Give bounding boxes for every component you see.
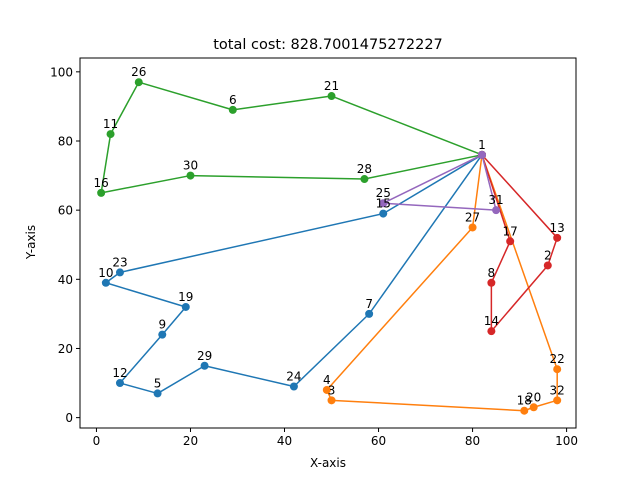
route-point-10 [101,278,110,287]
point-label-3: 3 [328,383,336,397]
x-tick-label: 100 [555,434,578,448]
route-line-1 [105,154,483,395]
route-point-7 [365,309,374,318]
x-tick-label: 20 [183,434,198,448]
route-point-20 [529,403,538,412]
route-point-8 [487,278,496,287]
route-point-15 [379,209,388,218]
point-label-24: 24 [286,370,301,384]
point-label-23: 23 [112,255,127,269]
route-point-28 [360,175,369,184]
point-label-32: 32 [550,383,565,397]
point-label-19: 19 [178,290,193,304]
route-point-32 [553,396,562,405]
route-points [97,78,562,415]
point-label-18: 18 [517,394,532,408]
point-label-6: 6 [229,93,237,107]
route-point-2 [543,261,552,270]
route-point-3 [327,396,336,405]
y-tick-label: 100 [50,65,73,79]
chart-title: total cost: 828.7001475272227 [213,37,443,53]
point-label-28: 28 [357,162,372,176]
route-point-17 [506,237,515,246]
route-point-14 [487,327,496,336]
plot-frame [79,57,577,429]
route-line-4 [481,154,558,332]
x-tick-label: 80 [465,434,480,448]
point-label-5: 5 [154,376,162,390]
route-point-23 [115,268,124,277]
y-tick-label: 60 [58,204,73,218]
point-label-11: 11 [103,117,118,131]
x-tick-label: 0 [93,434,101,448]
axes: 0 20 40 60 80 100 0 20 40 60 80 100 [50,57,578,448]
point-label-9: 9 [158,318,166,332]
point-label-4: 4 [323,373,331,387]
point-label-15: 15 [376,197,391,211]
point-label-27: 27 [465,210,480,224]
point-label-8: 8 [488,266,496,280]
route-point-22 [553,365,562,374]
point-label-14: 14 [484,314,499,328]
route-line-2 [326,154,558,412]
point-label-1: 1 [478,138,486,152]
point-label-13: 13 [550,221,565,235]
point-label-16: 16 [94,176,109,190]
route-point-26 [134,78,143,87]
y-axis-label: Y-axis [24,225,38,260]
route-point-19 [181,302,190,311]
route-point-18 [520,406,529,415]
point-label-25: 25 [376,186,391,200]
route-line-5 [382,154,497,211]
point-label-20: 20 [526,390,541,404]
route-point-12 [115,379,124,388]
y-tick-label: 0 [65,411,73,425]
x-tick-label: 60 [371,434,386,448]
route-point-6 [228,105,237,114]
x-axis-label: X-axis [310,456,346,470]
route-point-21 [327,92,336,101]
route-point-24 [289,382,298,391]
route-point-11 [106,130,115,139]
point-label-10: 10 [98,266,113,280]
point-label-22: 22 [550,352,565,366]
point-label-31: 31 [488,193,503,207]
point-label-29: 29 [197,349,212,363]
point-label-30: 30 [183,159,198,173]
route-point-1 [477,150,486,159]
route-point-13 [553,233,562,242]
route-point-31 [492,206,501,215]
y-tick-label: 20 [58,342,73,356]
point-label-12: 12 [112,366,127,380]
route-point-30 [186,171,195,180]
point-label-7: 7 [365,297,373,311]
point-label-17: 17 [503,224,518,238]
route-point-25 [379,199,388,208]
route-point-9 [158,330,167,339]
route-point-29 [200,361,209,370]
route-point-16 [97,188,106,197]
route-point-27 [468,223,477,232]
route-point-4 [322,385,331,394]
point-labels: 1234567891011121314151617181920212223242… [94,65,565,408]
point-label-21: 21 [324,79,339,93]
x-tick-label: 40 [277,434,292,448]
y-tick-label: 40 [58,273,73,287]
route-line-3 [100,81,483,194]
point-label-2: 2 [544,248,552,262]
point-label-26: 26 [131,65,146,79]
route-point-5 [153,389,162,398]
y-tick-label: 80 [58,134,73,148]
route-lines [100,81,558,412]
